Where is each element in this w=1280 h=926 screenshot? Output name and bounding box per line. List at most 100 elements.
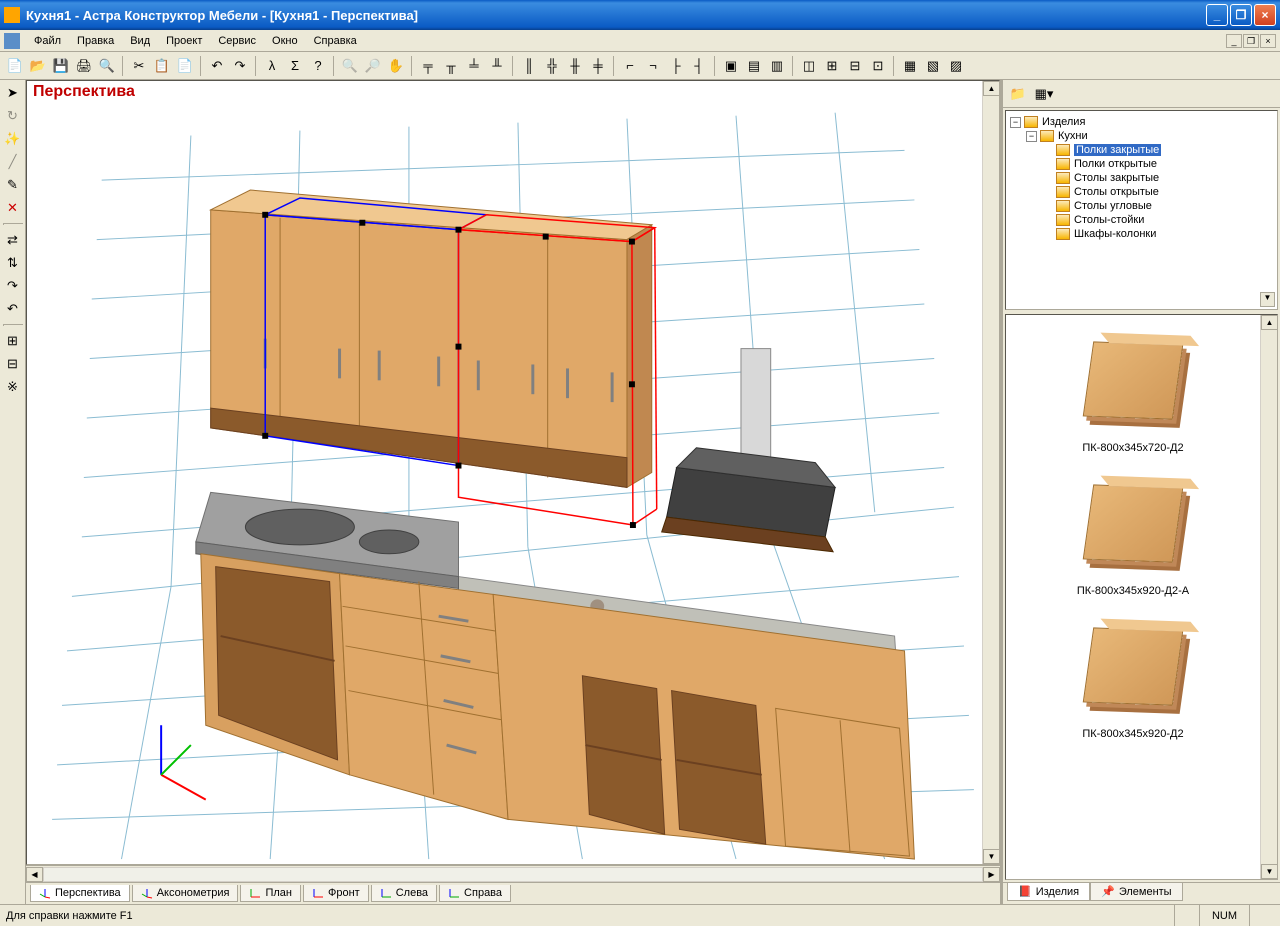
tab-left[interactable]: Слева bbox=[371, 885, 437, 902]
new-button[interactable]: 📄 bbox=[4, 55, 26, 77]
thumb-item[interactable]: ПК-800х345х920-Д2-А bbox=[1068, 466, 1198, 597]
rotate-tool-button[interactable]: ↻ bbox=[2, 105, 24, 127]
align-1-button[interactable]: ╤ bbox=[417, 55, 439, 77]
undo-button[interactable]: ↶ bbox=[206, 55, 228, 77]
panel-folder-button[interactable]: 📁 bbox=[1007, 83, 1029, 105]
mdi-minimize[interactable]: _ bbox=[1226, 34, 1242, 48]
viewport-3d[interactable]: Перспектива bbox=[26, 80, 1000, 865]
dist-4-button[interactable]: ╪ bbox=[587, 55, 609, 77]
tab-axonometry[interactable]: Аксонометрия bbox=[132, 885, 239, 902]
group-button[interactable]: ⊞ bbox=[2, 330, 24, 352]
snap-4-button[interactable]: ┤ bbox=[688, 55, 710, 77]
thumbs-panel[interactable]: ▲ ▼ ПК-800х345х720-Д2ПК-800х345х920-Д2-А… bbox=[1005, 314, 1278, 880]
paste-button[interactable]: 📄 bbox=[174, 55, 196, 77]
tree-scroll-down-button[interactable]: ▼ bbox=[1260, 292, 1275, 307]
align-4-button[interactable]: ╨ bbox=[486, 55, 508, 77]
print-button[interactable]: 🖨 bbox=[73, 55, 95, 77]
tab-front[interactable]: Фронт bbox=[303, 885, 369, 902]
align-3-button[interactable]: ╧ bbox=[463, 55, 485, 77]
viewport-hscroll[interactable]: ◀ ▶ bbox=[26, 865, 1000, 882]
thumbs-vscroll[interactable]: ▲ ▼ bbox=[1260, 315, 1277, 879]
layout-3-button[interactable]: ⊟ bbox=[844, 55, 866, 77]
tab-plan[interactable]: План bbox=[240, 885, 301, 902]
menu-window[interactable]: Окно bbox=[264, 32, 306, 50]
snap-2-button[interactable]: ¬ bbox=[642, 55, 664, 77]
align-2-button[interactable]: ╥ bbox=[440, 55, 462, 77]
misc-1-button[interactable]: ▦ bbox=[899, 55, 921, 77]
tree-item[interactable]: Шкафы-колонки bbox=[1010, 227, 1273, 241]
select-tool-button[interactable]: ➤ bbox=[2, 82, 24, 104]
scroll-down-button[interactable]: ▼ bbox=[1261, 864, 1278, 879]
ungroup-button[interactable]: ⊟ bbox=[2, 353, 24, 375]
open-button[interactable]: 📂 bbox=[27, 55, 49, 77]
tool-sum-button[interactable]: Σ bbox=[284, 55, 306, 77]
layout-1-button[interactable]: ◫ bbox=[798, 55, 820, 77]
tree-item[interactable]: Столы открытые bbox=[1010, 185, 1273, 199]
misc-2-button[interactable]: ▧ bbox=[922, 55, 944, 77]
tab-right[interactable]: Справа bbox=[439, 885, 511, 902]
thumb-item[interactable]: ПК-800х345х720-Д2 bbox=[1068, 323, 1198, 454]
dist-3-button[interactable]: ╫ bbox=[564, 55, 586, 77]
menu-file[interactable]: Файл bbox=[26, 32, 69, 50]
collapse-icon[interactable]: − bbox=[1026, 131, 1037, 142]
view-1-button[interactable]: ▣ bbox=[720, 55, 742, 77]
zoom-in-button[interactable]: 🔍 bbox=[339, 55, 361, 77]
rotate-cw-button[interactable]: ↷ bbox=[2, 275, 24, 297]
tree-item[interactable]: Полки закрытые bbox=[1010, 143, 1273, 157]
menu-service[interactable]: Сервис bbox=[210, 32, 264, 50]
explode-button[interactable]: ※ bbox=[2, 376, 24, 398]
layout-4-button[interactable]: ⊡ bbox=[867, 55, 889, 77]
menu-help[interactable]: Справка bbox=[306, 32, 365, 50]
tree-root[interactable]: − Изделия bbox=[1010, 115, 1273, 129]
rotate-ccw-button[interactable]: ↶ bbox=[2, 298, 24, 320]
dist-2-button[interactable]: ╬ bbox=[541, 55, 563, 77]
scroll-down-button[interactable]: ▼ bbox=[983, 849, 1000, 864]
tab-perspective[interactable]: Перспектива bbox=[30, 885, 130, 902]
tree-item[interactable]: Столы закрытые bbox=[1010, 171, 1273, 185]
panel-view-button[interactable]: ▦▾ bbox=[1033, 83, 1055, 105]
scroll-up-button[interactable]: ▲ bbox=[1261, 315, 1278, 330]
cut-button[interactable]: ✂ bbox=[128, 55, 150, 77]
thumb-item[interactable]: ПК-800х345х920-Д2 bbox=[1068, 609, 1198, 740]
scroll-track[interactable] bbox=[43, 867, 983, 882]
misc-3-button[interactable]: ▨ bbox=[945, 55, 967, 77]
help-button[interactable]: ? bbox=[307, 55, 329, 77]
dist-1-button[interactable]: ║ bbox=[518, 55, 540, 77]
viewport-vscroll[interactable]: ▲ ▼ bbox=[982, 81, 999, 864]
delete-tool-button[interactable]: ✕ bbox=[2, 197, 24, 219]
copy-button[interactable]: 📋 bbox=[151, 55, 173, 77]
scroll-right-button[interactable]: ▶ bbox=[983, 867, 1000, 882]
tree-kitchens[interactable]: − Кухни bbox=[1010, 129, 1273, 143]
tree-item[interactable]: Полки открытые bbox=[1010, 157, 1273, 171]
tree-item[interactable]: Столы-стойки bbox=[1010, 213, 1273, 227]
mdi-close[interactable]: × bbox=[1260, 34, 1276, 48]
flip-h-button[interactable]: ⇄ bbox=[2, 229, 24, 251]
snap-3-button[interactable]: ├ bbox=[665, 55, 687, 77]
light-tool-button[interactable]: ✨ bbox=[2, 128, 24, 150]
pan-button[interactable]: ✋ bbox=[385, 55, 407, 77]
tab-elements[interactable]: 📌 Элементы bbox=[1090, 883, 1182, 901]
collapse-icon[interactable]: − bbox=[1010, 117, 1021, 128]
save-button[interactable]: 💾 bbox=[50, 55, 72, 77]
line-tool-button[interactable]: ╱ bbox=[2, 151, 24, 173]
maximize-button[interactable]: ❐ bbox=[1230, 4, 1252, 26]
minimize-button[interactable]: _ bbox=[1206, 4, 1228, 26]
tree-item[interactable]: Столы угловые bbox=[1010, 199, 1273, 213]
scroll-up-button[interactable]: ▲ bbox=[983, 81, 1000, 96]
redo-button[interactable]: ↷ bbox=[229, 55, 251, 77]
brush-tool-button[interactable]: ✎ bbox=[2, 174, 24, 196]
view-3-button[interactable]: ▥ bbox=[766, 55, 788, 77]
mdi-restore[interactable]: ❐ bbox=[1243, 34, 1259, 48]
preview-button[interactable]: 🔍 bbox=[96, 55, 118, 77]
menu-edit[interactable]: Правка bbox=[69, 32, 122, 50]
flip-v-button[interactable]: ⇅ bbox=[2, 252, 24, 274]
menz-project[interactable]: Проект bbox=[158, 32, 210, 50]
snap-1-button[interactable]: ⌐ bbox=[619, 55, 641, 77]
view-2-button[interactable]: ▤ bbox=[743, 55, 765, 77]
tree-panel[interactable]: − Изделия − Кухни Полки закрытыеПолки от… bbox=[1005, 110, 1278, 310]
close-button[interactable]: × bbox=[1254, 4, 1276, 26]
zoom-out-button[interactable]: 🔎 bbox=[362, 55, 384, 77]
tool-a-button[interactable]: λ bbox=[261, 55, 283, 77]
menu-view[interactable]: Вид bbox=[122, 32, 158, 50]
tab-products[interactable]: 📕 Изделия bbox=[1007, 883, 1090, 901]
